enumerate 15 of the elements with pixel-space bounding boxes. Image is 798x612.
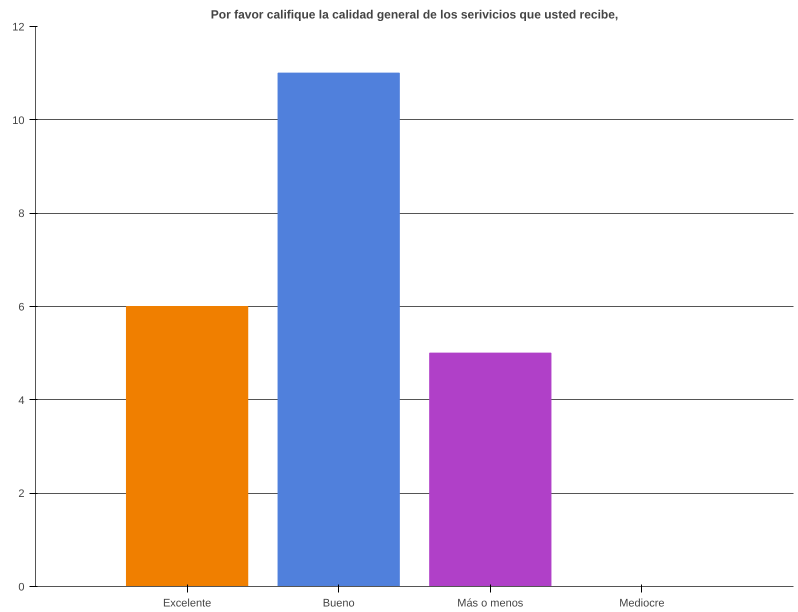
bar [429, 352, 552, 586]
y-tick-label: 10 [12, 114, 25, 127]
y-tick-label: 4 [18, 394, 25, 407]
y-tick-label: 12 [12, 22, 25, 34]
x-tick-label: Más o menos [457, 598, 524, 610]
y-tick-label: 2 [18, 488, 25, 500]
x-tick-label: Bueno [322, 598, 355, 610]
chart-title: Por favor califique la calidad general de los serivicios que usted recibe, [210, 8, 618, 22]
x-tick-label: Mediocre [619, 598, 665, 610]
y-tick-label: 6 [18, 302, 25, 314]
bar [278, 72, 400, 586]
y-tick-label: 0 [18, 582, 25, 594]
bar [126, 306, 248, 586]
y-tick-label: 8 [18, 208, 25, 220]
x-tick-label: Excelente [162, 598, 212, 610]
